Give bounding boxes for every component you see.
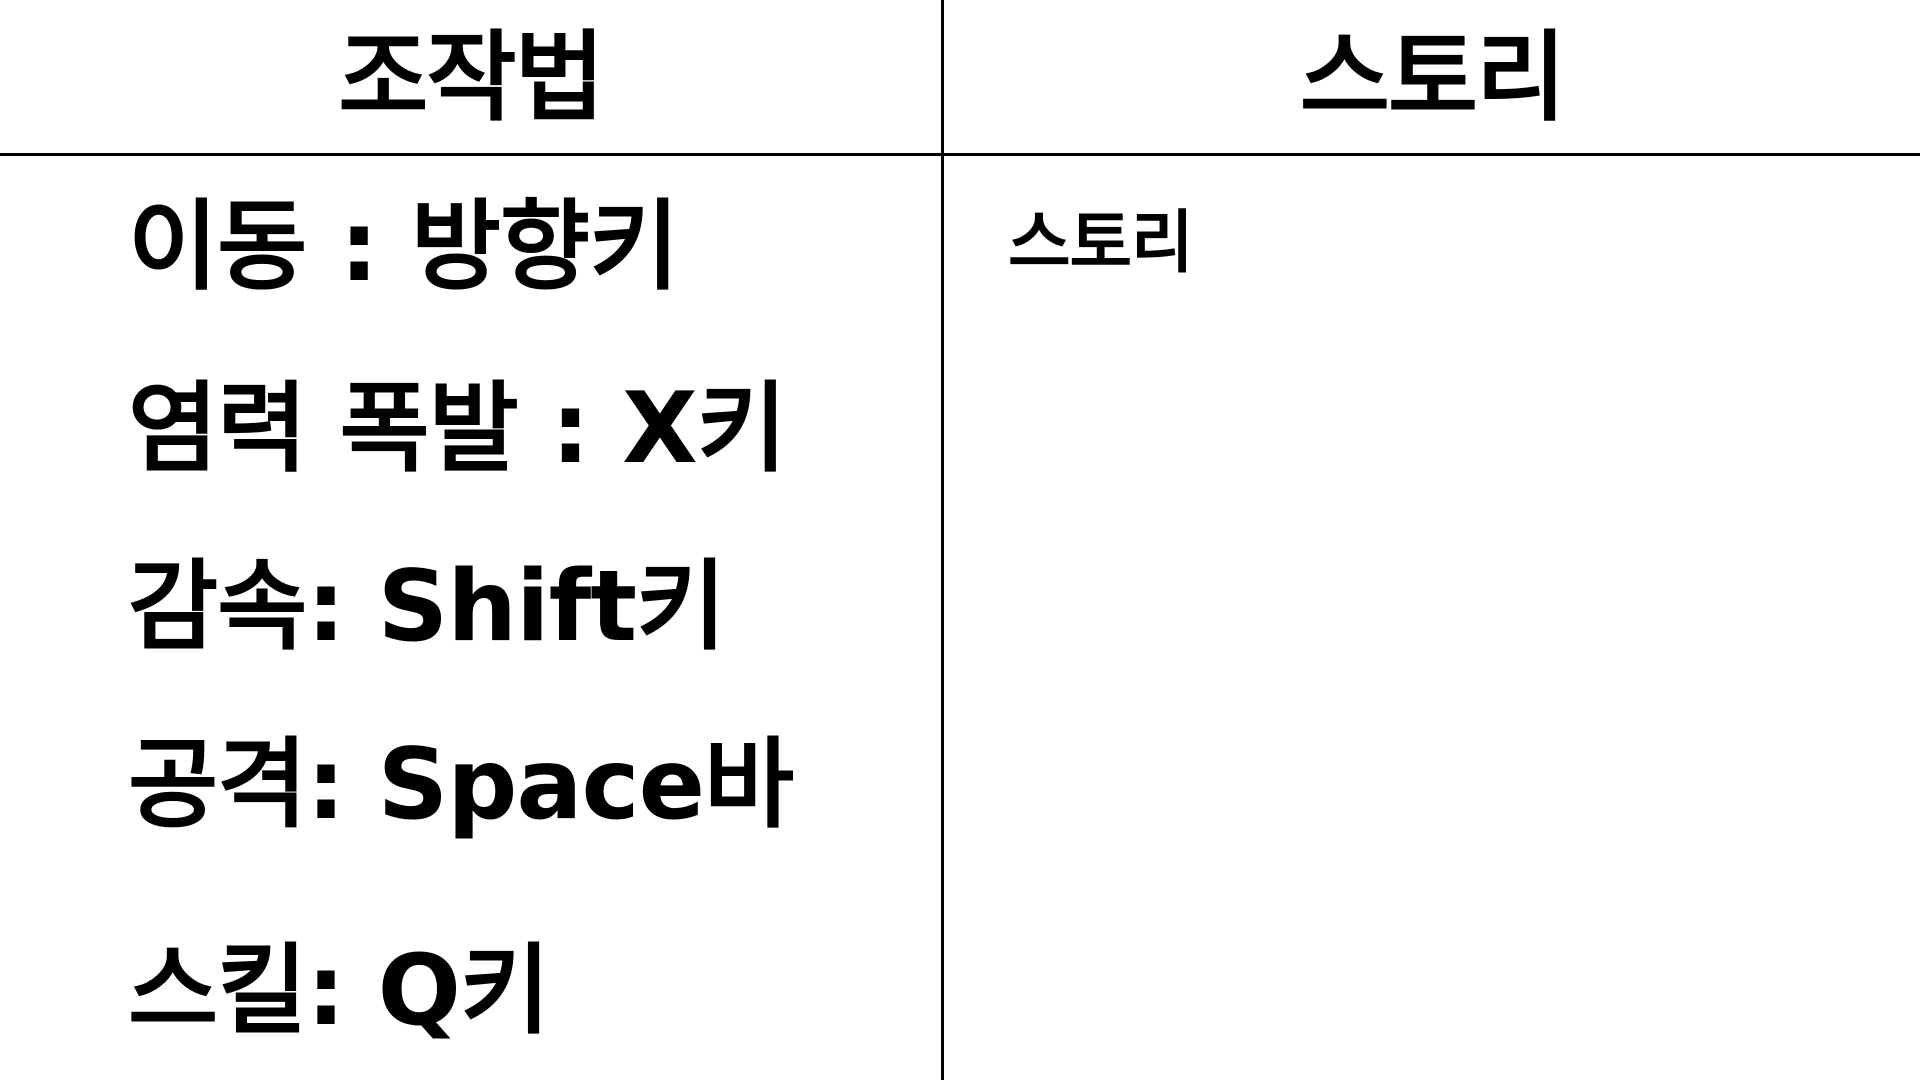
control-attack: 공격: Space바 xyxy=(128,728,794,842)
controls-header: 조작법 xyxy=(0,18,941,138)
control-psychic-blast: 염력 폭발 : X키 xyxy=(128,372,787,486)
story-header-title: 스토리 xyxy=(1299,21,1566,135)
header-divider xyxy=(0,153,1920,156)
story-text: 스토리 xyxy=(1008,204,1194,283)
control-move: 이동 : 방향키 xyxy=(128,190,679,304)
control-slow-down: 감속: Shift키 xyxy=(128,550,726,664)
controls-header-title: 조작법 xyxy=(338,21,604,135)
column-divider xyxy=(941,0,944,1080)
story-header: 스토리 xyxy=(944,18,1920,138)
control-skill: 스킬: Q키 xyxy=(128,934,550,1048)
